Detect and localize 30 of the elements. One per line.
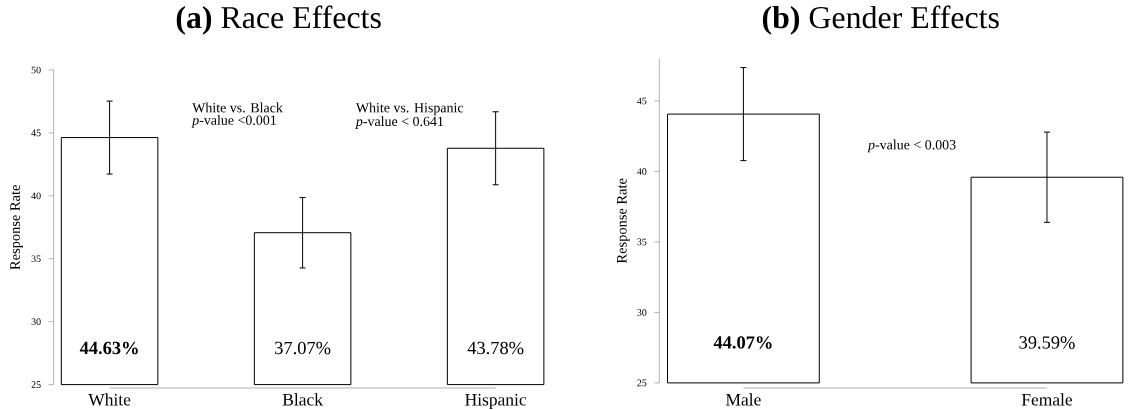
y-tick-label: 40: [637, 168, 647, 175]
annotation: p-value <0.001: [191, 115, 276, 128]
x-tick-label: White: [88, 393, 131, 406]
y-tick-label: 25: [637, 379, 647, 387]
data-label: 43.78%: [467, 341, 524, 355]
data-label: 37.07%: [275, 341, 331, 355]
y-tick-label: 35: [637, 238, 647, 246]
y-tick-label: 25: [31, 381, 41, 388]
x-tick-label: Hispanic: [465, 393, 527, 410]
annotation: White vs. Black: [192, 102, 283, 113]
y-axis-title: Response Rate: [617, 178, 630, 264]
y-tick-label: 40: [31, 192, 41, 200]
x-tick-label: Male: [725, 393, 761, 406]
y-tick-label: 45: [31, 129, 41, 137]
x-tick-label: Black: [282, 393, 323, 406]
y-tick-label: 50: [31, 66, 41, 74]
annotation: p-value < 0.641: [355, 116, 444, 129]
y-tick-label: 45: [637, 97, 647, 105]
y-tick-label: 35: [31, 255, 41, 263]
y-axis-title: Response Rate: [10, 185, 23, 270]
data-label: 44.63%: [79, 341, 138, 355]
data-label: 44.07%: [713, 336, 772, 349]
annotation: p-value < 0.003: [867, 139, 956, 153]
annotation: White vs. Hispanic: [355, 102, 464, 116]
x-tick-label: Female: [1021, 393, 1073, 406]
y-tick-label: 30: [31, 318, 41, 326]
data-label: 39.59%: [1019, 336, 1075, 349]
chart-title: (b) Gender Effects: [762, 5, 999, 35]
y-tick-label: 30: [637, 309, 647, 316]
chart-title: (a) Race Effects: [176, 5, 381, 35]
